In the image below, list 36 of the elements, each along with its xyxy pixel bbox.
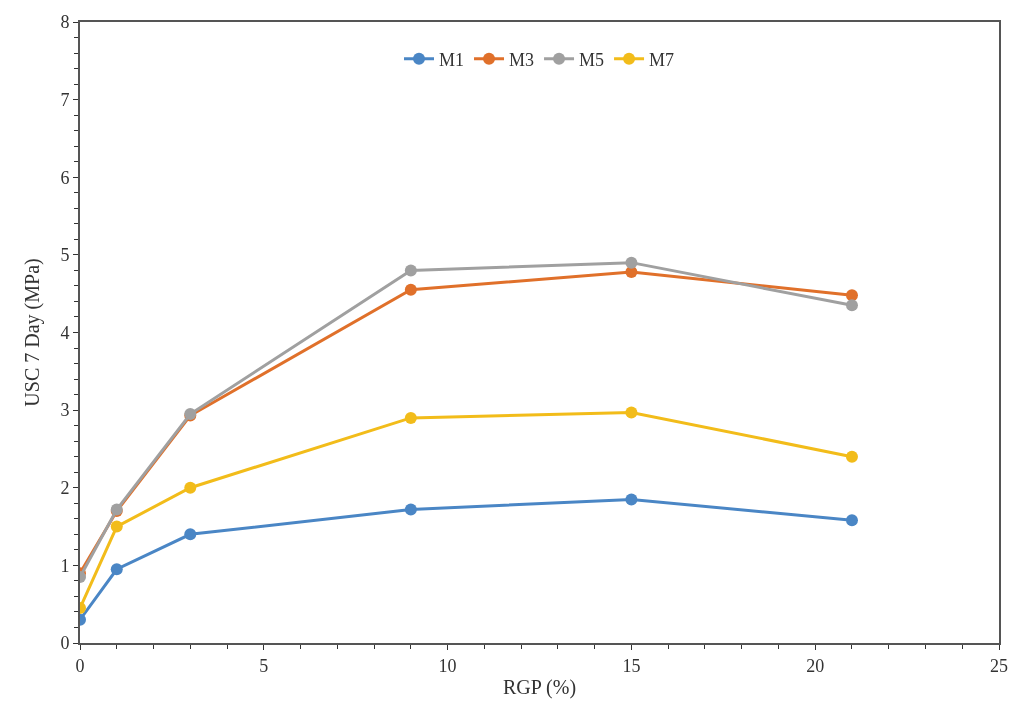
y-tick-label: 0 — [60, 633, 70, 654]
y-tick-label: 4 — [60, 322, 70, 343]
point — [404, 264, 417, 277]
y-tick-label: 6 — [60, 167, 70, 188]
x-tick-label: 20 — [806, 655, 825, 676]
point — [404, 283, 417, 296]
point — [625, 493, 638, 506]
y-tick-label: 2 — [60, 478, 70, 499]
point — [184, 481, 197, 494]
x-tick-label: 10 — [438, 655, 457, 676]
x-tick-label: 15 — [622, 655, 641, 676]
legend-label: M1 — [439, 49, 465, 70]
point — [404, 411, 417, 424]
point — [110, 563, 123, 576]
point — [625, 256, 638, 269]
x-tick-label: 0 — [75, 655, 85, 676]
x-axis-title: RGP (%) — [502, 675, 577, 699]
point — [110, 520, 123, 533]
y-tick-label: 5 — [60, 245, 70, 266]
point — [845, 289, 858, 302]
y-tick-label: 1 — [60, 555, 70, 576]
point — [845, 450, 858, 463]
point — [184, 528, 197, 541]
y-tick-label: 7 — [60, 89, 70, 110]
point — [625, 406, 638, 419]
legend-label: M3 — [509, 49, 535, 70]
point — [404, 503, 417, 516]
x-tick-label: 5 — [259, 655, 269, 676]
point — [845, 514, 858, 527]
point — [845, 299, 858, 312]
x-tick-label: 25 — [990, 655, 1008, 676]
y-axis-title: USC 7 Day (MPa) — [21, 258, 45, 407]
y-tick-label: 8 — [60, 12, 70, 33]
legend-label: M7 — [649, 49, 675, 70]
y-tick-label: 3 — [60, 400, 70, 421]
legend-label: M5 — [579, 49, 605, 70]
